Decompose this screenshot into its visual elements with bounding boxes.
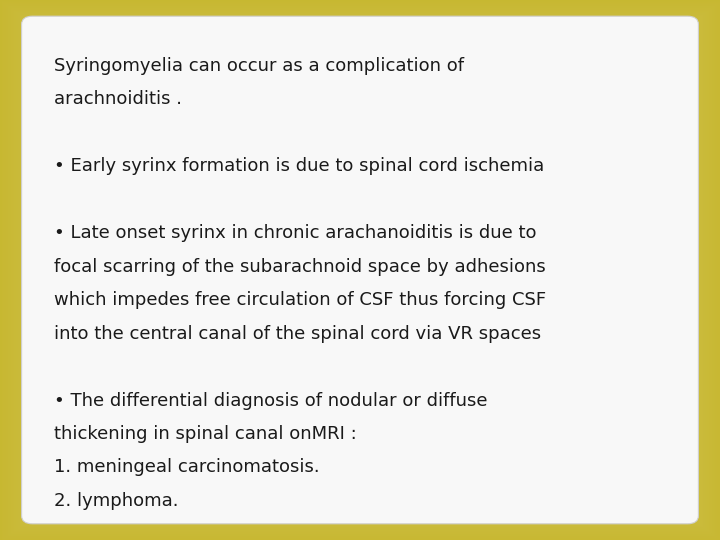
Text: into the central canal of the spinal cord via VR spaces: into the central canal of the spinal cor… bbox=[54, 325, 541, 342]
FancyBboxPatch shape bbox=[22, 16, 698, 524]
Text: • Early syrinx formation is due to spinal cord ischemia: • Early syrinx formation is due to spina… bbox=[54, 157, 544, 175]
Text: Syringomyelia can occur as a complication of: Syringomyelia can occur as a complicatio… bbox=[54, 57, 464, 75]
Text: • The differential diagnosis of nodular or diffuse: • The differential diagnosis of nodular … bbox=[54, 392, 487, 409]
Text: 1. meningeal carcinomatosis.: 1. meningeal carcinomatosis. bbox=[54, 458, 320, 476]
Text: which impedes free circulation of CSF thus forcing CSF: which impedes free circulation of CSF th… bbox=[54, 291, 546, 309]
Text: • Late onset syrinx in chronic arachanoiditis is due to: • Late onset syrinx in chronic arachanoi… bbox=[54, 224, 536, 242]
Text: arachnoiditis .: arachnoiditis . bbox=[54, 90, 182, 108]
Text: thickening in spinal canal onMRI :: thickening in spinal canal onMRI : bbox=[54, 425, 356, 443]
Text: 2. lymphoma.: 2. lymphoma. bbox=[54, 492, 179, 510]
Text: focal scarring of the subarachnoid space by adhesions: focal scarring of the subarachnoid space… bbox=[54, 258, 546, 275]
